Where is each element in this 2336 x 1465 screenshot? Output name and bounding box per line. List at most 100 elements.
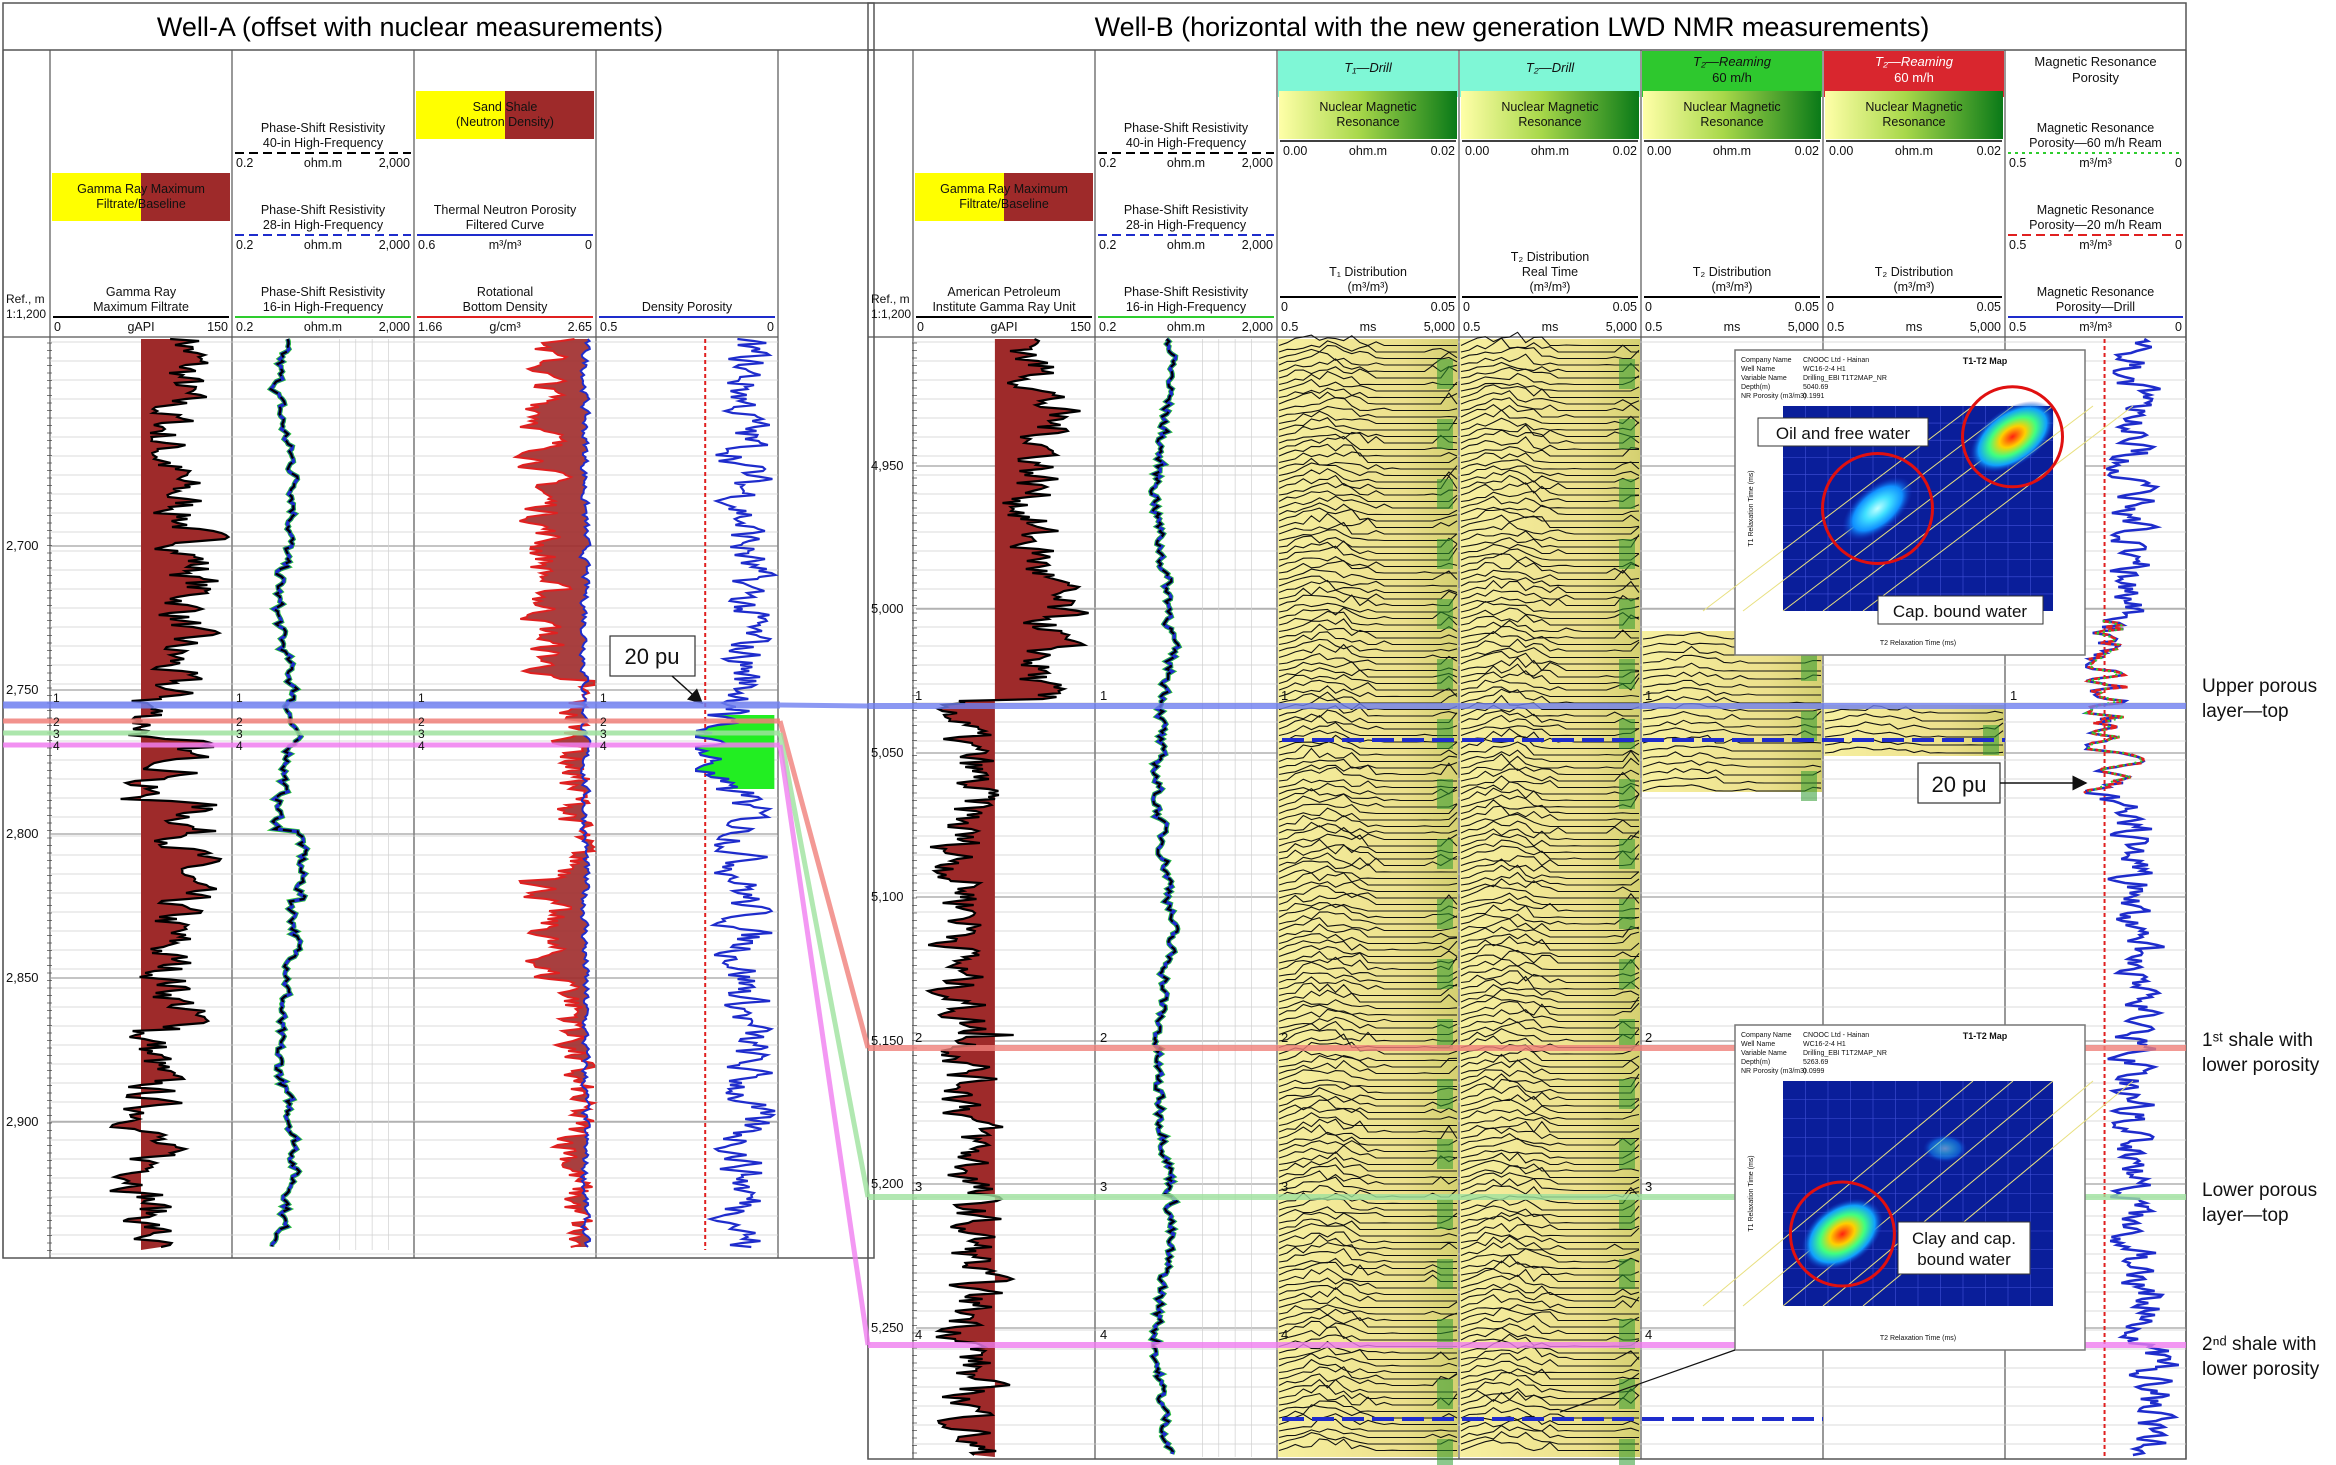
nmr-wiggle-line (1460, 353, 1639, 366)
nmr-wiggle-line (1642, 760, 1822, 768)
track-title: T₂—Drill (1526, 60, 1575, 75)
callout-box (1897, 1221, 2031, 1275)
nmr-wiggle-line (1460, 1198, 1640, 1211)
nmr-wiggle-line (1460, 898, 1640, 912)
axis-unit: ms (1724, 320, 1741, 334)
nmr-wiggle-line (1460, 839, 1640, 854)
scale-right: 0 (585, 238, 592, 252)
nmr-wiggle-line (1460, 619, 1639, 633)
depth-tick-label: 5,150 (871, 1033, 904, 1048)
nmr-wiggle-line (1278, 1099, 1458, 1114)
inset-meta-value: WC16-2-4 H1 (1803, 366, 1846, 373)
nmr-wiggle-line (1278, 540, 1458, 555)
well-a-marker-id: 2 (418, 715, 425, 729)
nmr-wiggle-line (1278, 1346, 1458, 1361)
nmr-wiggle-line (1460, 1406, 1639, 1419)
nmr-green-highlight (1619, 779, 1635, 809)
nmr-wiggle-line (1460, 1274, 1639, 1289)
nmr-wiggle-line (1278, 340, 1457, 353)
callout-arrow (671, 675, 704, 705)
inset-meta-value: 0.1991 (1803, 393, 1825, 400)
nmr-wiggle-line (1460, 749, 1640, 763)
curve-label: Porosity—Drill (2056, 300, 2135, 314)
interpretation-label: layer—top (2202, 1205, 2289, 1226)
interpretation-label: lower porosity (2202, 1055, 2320, 1076)
scale-left: 0.5 (2009, 156, 2026, 170)
nmr-green-highlight (1437, 1439, 1453, 1465)
scale-right: 0.05 (1613, 300, 1637, 314)
scale-left: 0.2 (236, 238, 253, 252)
nmr-green-highlight (1619, 1439, 1635, 1465)
nmr-wiggle-line (1460, 594, 1640, 607)
well-a-marker-id: 3 (236, 727, 243, 741)
nmr-wiggle-line (1460, 1059, 1640, 1075)
nmr-green-highlight (1619, 1079, 1635, 1109)
curve-label: T₂ Distribution (1875, 265, 1954, 279)
scale-unit: ohm.m (304, 320, 342, 334)
scale-unit: ohm.m (1167, 320, 1205, 334)
scale-unit: ohm.m (304, 156, 342, 170)
well-a-marker-id: 3 (600, 727, 607, 741)
nmr-wiggle-line (1460, 390, 1640, 405)
nmr-green-highlight (1619, 1319, 1635, 1349)
nmr-wiggle-line (1278, 740, 1458, 756)
well-b-20pu-callout: 20 pu (1917, 762, 2088, 804)
nmr-wiggle-line (1460, 1268, 1639, 1283)
nmr-wiggle-line (1278, 579, 1458, 594)
nmr-wiggle-line (1278, 852, 1458, 867)
scale-right: 0.02 (1795, 144, 1819, 158)
nmr-wiggle-line (1460, 741, 1640, 756)
track-header: Sand Shale(Neutron Density) Thermal Neutr… (416, 91, 594, 334)
scale-unit: ohm.m (1167, 156, 1205, 170)
curve-label: Phase-Shift Resistivity (1124, 285, 1249, 299)
nmr-wiggle-line (1278, 989, 1458, 1003)
nmr-wiggle-line (1278, 638, 1458, 652)
scale-left: 0.00 (1283, 144, 1307, 158)
nmr-wiggle-line (1278, 1257, 1457, 1270)
nmr-color-bar (1825, 91, 2003, 139)
inset-meta-value: Drilling_EBI T1T2MAP_NR (1803, 1050, 1887, 1057)
well-b-marker-id: 1 (1645, 688, 1652, 703)
curve-label: Density Porosity (642, 300, 733, 314)
track-title: 60 m/h (1894, 70, 1934, 85)
nmr-wiggle-line (1642, 719, 1821, 728)
nmr-wiggle-line (1460, 1424, 1639, 1439)
nmr-wiggle-line (1460, 931, 1640, 945)
nmr-wiggle-line (1278, 1373, 1458, 1387)
nmr-wiggle-line (1278, 1118, 1457, 1133)
nmr-wiggle-line (1278, 939, 1458, 951)
nmr-wiggle-line (1642, 745, 1821, 752)
interpretation-label: Upper porous (2202, 676, 2317, 697)
nmr-wiggle-line (1460, 361, 1640, 373)
nmr-green-highlight (1437, 779, 1453, 809)
nmr-wiggle-line (1278, 709, 1458, 724)
nmr-wiggle-line (1278, 838, 1457, 854)
heatmap-blob-oil (1970, 400, 2055, 473)
nmr-wiggle-line (1460, 1352, 1640, 1367)
nmr-wiggle-line (1460, 1242, 1640, 1257)
nmr-wiggle-line (1278, 593, 1458, 607)
depth-header-label: Ref., m (6, 292, 45, 306)
nmr-wiggle-line (1460, 579, 1640, 594)
interpretation-labels: Upper porous layer—top 1ˢᵗ shale with lower… (2202, 676, 2320, 1380)
well-a-marker-id: 1 (600, 691, 607, 705)
nmr-wiggle-line (1278, 778, 1457, 789)
nmr-wiggle-line (1642, 784, 1822, 792)
inset-meta-key: Company Name (1741, 357, 1792, 364)
ratio-line (1742, 1080, 2014, 1307)
nmr-wiggle-line (1278, 1176, 1457, 1192)
marker-connector (777, 744, 871, 1346)
curve-label: T₂ Distribution (1511, 250, 1590, 264)
inset-callout: Cap. bound water (1893, 602, 2028, 621)
nmr-wiggle-line (1460, 650, 1639, 665)
nmr-wiggle-line (1460, 530, 1640, 542)
depth-tick-label: 2,700 (6, 538, 39, 553)
track-title-band (2006, 51, 2185, 97)
scale-left: 0 (1463, 300, 1470, 314)
nmr-wiggle-line (1460, 490, 1640, 503)
nmr-wiggle-line (1278, 1054, 1458, 1068)
nmr-green-highlight (1619, 659, 1635, 689)
curve-label: Thermal Neutron Porosity (434, 203, 577, 217)
